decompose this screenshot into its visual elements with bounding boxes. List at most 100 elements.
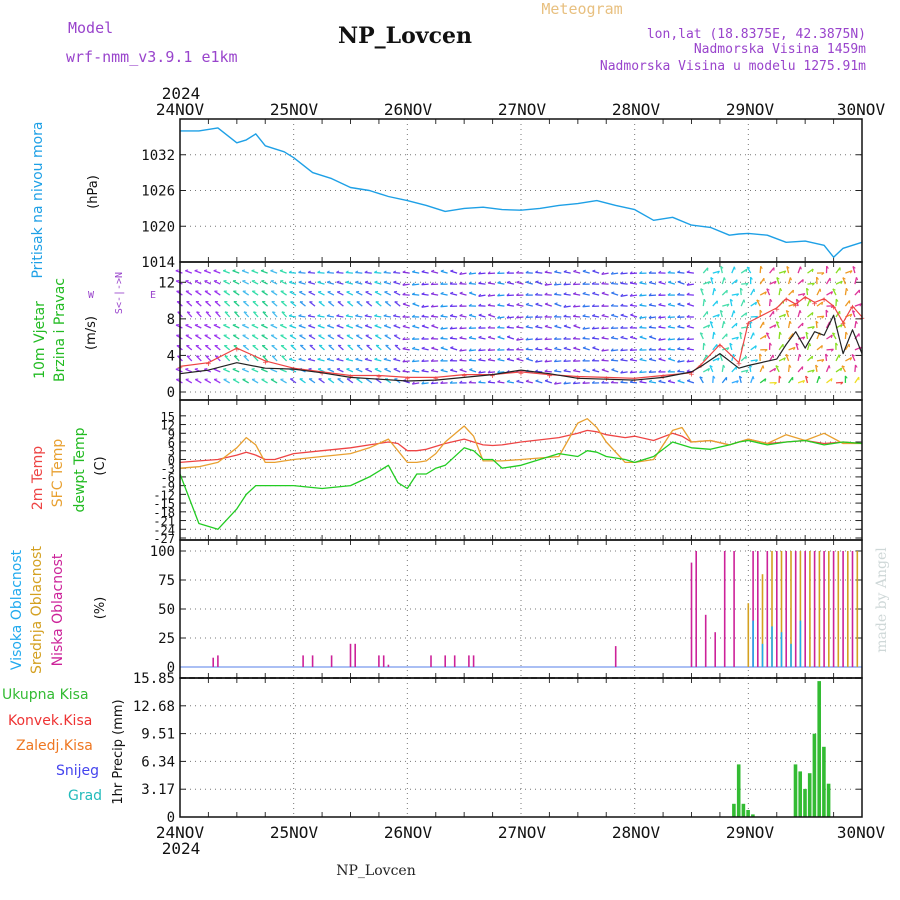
wind-arrowhead xyxy=(818,376,821,380)
wind-arrow xyxy=(712,270,720,274)
wind-gust-line xyxy=(179,296,863,379)
wind-arrowhead xyxy=(667,292,671,296)
wind-arrowhead xyxy=(544,282,548,286)
wind-gust-marker: + xyxy=(746,320,752,330)
wind-arrowhead xyxy=(374,290,379,293)
wind-arrow xyxy=(196,311,202,318)
wind-arrow xyxy=(195,290,202,296)
wind-arrow xyxy=(383,358,391,362)
wind-arrowhead xyxy=(849,357,853,361)
wind-arrow xyxy=(280,378,287,384)
wind-arrow xyxy=(355,324,363,329)
wind-arrowhead xyxy=(298,280,302,283)
wind-arrow xyxy=(487,371,496,374)
wind-gust-marker: + xyxy=(461,372,467,382)
wind-arrowhead xyxy=(326,270,330,273)
wind-arrowhead xyxy=(754,345,757,349)
wind-arrow xyxy=(365,334,373,340)
wind-arrow xyxy=(252,344,259,351)
wind-arrowhead xyxy=(746,266,751,269)
wind-arrowhead xyxy=(840,280,843,285)
wind-arrow xyxy=(402,360,410,363)
wind-arrow xyxy=(280,344,288,351)
wind-arrowhead xyxy=(251,269,255,272)
wind-arrow xyxy=(421,283,429,286)
wind-arrow xyxy=(459,327,467,330)
wind-arrow xyxy=(535,281,543,285)
wind-arrow xyxy=(844,331,847,340)
wind-arrowhead xyxy=(544,292,548,296)
wind-arrow xyxy=(630,294,638,297)
wind-arrow xyxy=(402,293,410,296)
wind-arrow xyxy=(854,289,861,296)
wind-arrow xyxy=(374,368,382,373)
wind-arrowhead xyxy=(307,270,311,273)
precip-total-bar xyxy=(736,764,741,817)
wind-arrow xyxy=(687,303,695,307)
wind-arrowhead xyxy=(686,369,690,372)
wind-arrowhead xyxy=(487,281,491,284)
wind-arrow xyxy=(232,378,240,384)
wind-arrow xyxy=(365,291,373,296)
y-tick-label: 3.17 xyxy=(141,782,175,798)
wind-arrowhead xyxy=(764,378,767,382)
wind-arrow xyxy=(639,282,647,285)
wind-arrow xyxy=(450,369,458,373)
wind-arrow xyxy=(261,324,268,329)
wind-arrow xyxy=(739,288,742,296)
wind-arrow xyxy=(195,301,202,307)
wind-arrowhead xyxy=(582,291,586,295)
wind-arrowhead xyxy=(620,358,624,361)
wind-arrow xyxy=(298,271,306,274)
wind-arrow xyxy=(459,369,467,373)
wind-gust-marker: + xyxy=(319,369,325,379)
wind-arrow xyxy=(251,280,259,285)
wind-arrow xyxy=(185,378,193,384)
wind-arrowhead xyxy=(733,266,736,270)
wind-arrow xyxy=(778,331,781,340)
wind-arrowhead xyxy=(840,367,843,372)
wind-arrow xyxy=(186,301,193,307)
wind-arrowhead xyxy=(516,270,520,274)
wind-arrow xyxy=(592,369,600,373)
wind-arrowhead xyxy=(811,282,815,286)
wind-arrowhead xyxy=(610,281,614,284)
wind-arrow xyxy=(450,292,458,296)
wind-arrowhead xyxy=(563,368,567,372)
wind-arrow xyxy=(535,348,543,351)
wind-arrow xyxy=(826,377,833,384)
wind-arrow xyxy=(497,336,505,340)
wind-arrow xyxy=(233,355,240,362)
wind-arrowhead xyxy=(677,280,681,283)
wind-arrowhead xyxy=(573,292,577,295)
wind-arrowhead xyxy=(759,353,763,357)
wind-arrowhead xyxy=(516,280,520,283)
wind-arrowhead xyxy=(730,298,733,302)
wind-arrow xyxy=(667,338,675,341)
wind-arrow xyxy=(712,375,714,383)
wind-arrowhead xyxy=(610,335,615,339)
wind-arrowhead xyxy=(468,303,472,307)
precip-label-total: Ukupna Kisa xyxy=(2,687,89,703)
wind-arrow xyxy=(271,344,278,351)
wind-arrowhead xyxy=(648,303,652,306)
wind-arrow xyxy=(759,353,761,361)
wind-arrow xyxy=(185,344,193,351)
precip-label-snow: Snijeg xyxy=(56,763,99,779)
wind-arrowhead xyxy=(497,370,501,373)
wind-arrowhead xyxy=(440,269,444,272)
wind-arrow xyxy=(535,360,543,363)
wind-arrowhead xyxy=(430,381,434,385)
wind-arrowhead xyxy=(393,280,397,283)
chart-kind-label: Meteogram xyxy=(541,0,622,18)
wind-arrow xyxy=(251,334,259,340)
wind-arrowhead xyxy=(686,282,690,286)
wind-arrow xyxy=(345,281,354,285)
precip-frame xyxy=(179,677,863,818)
wind-arrow xyxy=(677,303,685,307)
wind-arrowhead xyxy=(611,368,615,371)
wind-arrowhead xyxy=(752,332,755,336)
wind-arrowhead xyxy=(186,355,190,357)
wind-arrowhead xyxy=(811,355,814,360)
